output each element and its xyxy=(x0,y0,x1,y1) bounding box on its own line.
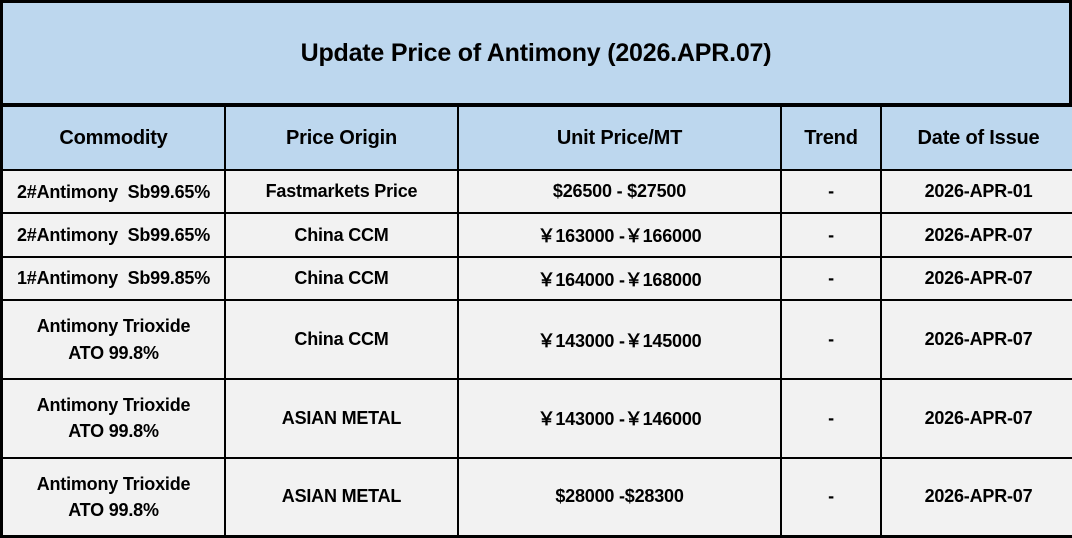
cell-price-origin: ASIAN METAL xyxy=(224,456,459,535)
column-header-trend: Trend xyxy=(780,105,882,171)
cell-date-of-issue: 2026-APR-07 xyxy=(880,456,1072,535)
cell-date-of-issue: 2026-APR-07 xyxy=(880,212,1072,258)
cell-trend: - xyxy=(780,255,882,302)
cell-trend: - xyxy=(780,212,882,258)
cell-commodity: Antimony Trioxide ATO 99.8% xyxy=(3,456,226,535)
cell-price-origin: China CCM xyxy=(224,299,459,380)
column-header-price-origin: Price Origin xyxy=(224,105,459,171)
page-title: Update Price of Antimony (2026.APR.07) xyxy=(3,3,1069,105)
cell-commodity: 1#Antimony Sb99.85% xyxy=(3,255,226,302)
table-row: Antimony Trioxide ATO 99.8% ASIAN METAL … xyxy=(3,456,1072,535)
table-header: Commodity Price Origin Unit Price/MT Tre… xyxy=(3,105,1072,171)
cell-unit-price: ￥163000 -￥166000 xyxy=(457,212,782,258)
cell-price-origin: China CCM xyxy=(224,255,459,302)
cell-date-of-issue: 2026-APR-01 xyxy=(880,168,1072,215)
table-row: Antimony Trioxide ATO 99.8% China CCM ￥1… xyxy=(3,299,1072,380)
cell-unit-price: ￥143000 -￥145000 xyxy=(457,299,782,380)
cell-price-origin: China CCM xyxy=(224,212,459,258)
table-row: 1#Antimony Sb99.85% China CCM ￥164000 -￥… xyxy=(3,255,1072,302)
cell-trend: - xyxy=(780,299,882,380)
table-row: 2#Antimony Sb99.65% China CCM ￥163000 -￥… xyxy=(3,212,1072,258)
column-header-commodity: Commodity xyxy=(3,105,226,171)
column-header-date-of-issue: Date of Issue xyxy=(880,105,1072,171)
table-row: 2#Antimony Sb99.65% Fastmarkets Price $2… xyxy=(3,168,1072,215)
cell-commodity: Antimony Trioxide ATO 99.8% xyxy=(3,299,226,380)
cell-date-of-issue: 2026-APR-07 xyxy=(880,255,1072,302)
cell-date-of-issue: 2026-APR-07 xyxy=(880,299,1072,380)
cell-price-origin: Fastmarkets Price xyxy=(224,168,459,215)
cell-trend: - xyxy=(780,377,882,459)
header-row: Commodity Price Origin Unit Price/MT Tre… xyxy=(3,105,1072,171)
cell-unit-price: $28000 -$28300 xyxy=(457,456,782,535)
table-row: Antimony Trioxide ATO 99.8% ASIAN METAL … xyxy=(3,377,1072,459)
cell-unit-price: ￥143000 -￥146000 xyxy=(457,377,782,459)
cell-commodity: 2#Antimony Sb99.65% xyxy=(3,212,226,258)
cell-unit-price: $26500 - $27500 xyxy=(457,168,782,215)
cell-trend: - xyxy=(780,456,882,535)
cell-commodity: 2#Antimony Sb99.65% xyxy=(3,168,226,215)
column-header-unit-price: Unit Price/MT xyxy=(457,105,782,171)
cell-date-of-issue: 2026-APR-07 xyxy=(880,377,1072,459)
cell-commodity: Antimony Trioxide ATO 99.8% xyxy=(3,377,226,459)
table-body: 2#Antimony Sb99.65% Fastmarkets Price $2… xyxy=(3,168,1072,535)
cell-unit-price: ￥164000 -￥168000 xyxy=(457,255,782,302)
cell-trend: - xyxy=(780,168,882,215)
price-table: Commodity Price Origin Unit Price/MT Tre… xyxy=(3,105,1072,535)
cell-price-origin: ASIAN METAL xyxy=(224,377,459,459)
